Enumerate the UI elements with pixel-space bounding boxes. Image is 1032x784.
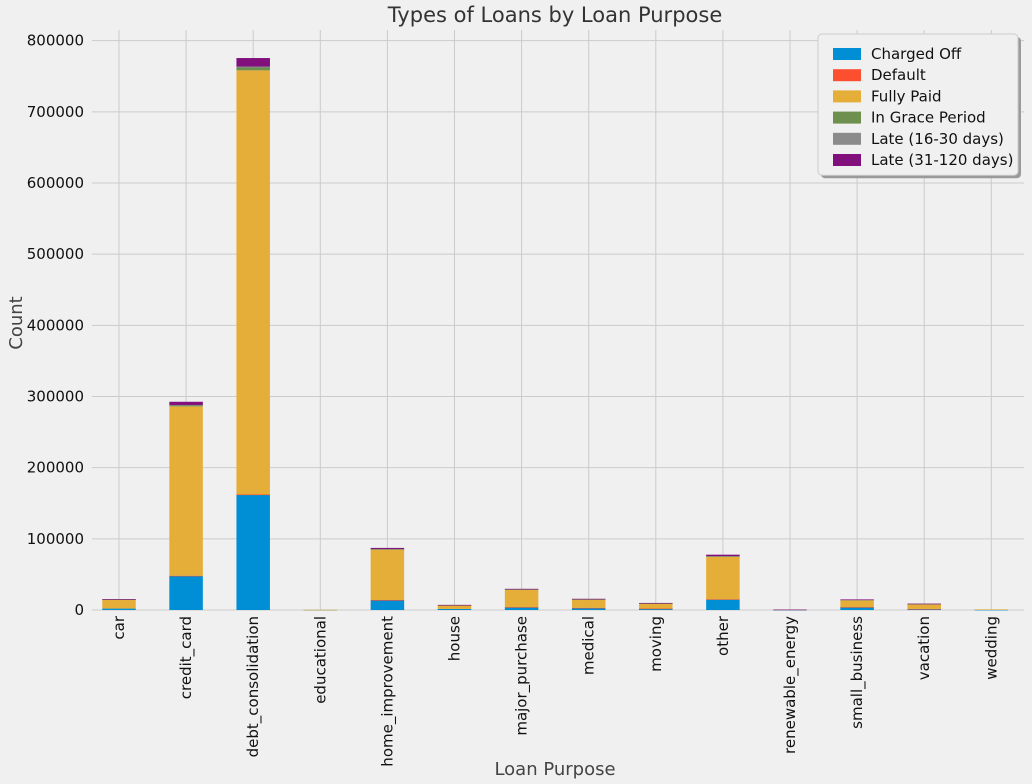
bar-debt_consolidation-series-0: [236, 494, 270, 610]
y-tick-label-5: 500000: [27, 245, 84, 263]
x-tick-labels: car credit_card debt_consolidation educatio…: [110, 615, 1000, 767]
x-tick-label-debt_consolidation: debt_consolidation: [244, 616, 263, 757]
x-axis-label: Loan Purpose: [494, 759, 615, 780]
bar-other-series-0: [706, 599, 740, 610]
bar-renewable_energy-series-5: [773, 609, 807, 611]
legend-label-4: Late (16-30 days): [871, 130, 1004, 148]
x-tick-label-renewable_energy: renewable_energy: [781, 616, 800, 754]
bar-medical-series-0: [571, 607, 606, 610]
bar-small_business-series-5: [840, 599, 874, 601]
x-tick-label-wedding: wedding: [982, 616, 1000, 680]
bar-wedding-series-2: [974, 609, 1009, 610]
legend-swatch-0: [833, 48, 861, 60]
x-tick-label-medical: medical: [580, 616, 598, 675]
bar-house-series-5: [437, 604, 472, 606]
bar-vacation-series-1: [907, 608, 941, 610]
bar-vacation-series-2: [907, 603, 941, 609]
y-tick-label-7: 700000: [27, 103, 84, 121]
chart-title: Types of Loans by Loan Purpose: [387, 3, 722, 27]
bar-car-series-2: [102, 599, 136, 609]
bar-debt_consolidation-series-3: [236, 67, 270, 71]
bar-major_purchase-series-2: [504, 589, 539, 608]
y-tick-labels: 0 100000 200000 300000 400000 500000 600000 700…: [27, 32, 84, 619]
bar-major_purchase-series-5: [504, 588, 539, 590]
bar-home_improvement-series-1: [370, 600, 405, 601]
x-tick-label-moving: moving: [647, 616, 665, 672]
bar-small_business-series-2: [840, 600, 874, 608]
x-tick-label-vacation: vacation: [915, 616, 933, 680]
bar-small_business-series-1: [840, 607, 874, 608]
bar-small_business-series-4: [840, 599, 874, 601]
bar-debt_consolidation-series-4: [236, 66, 270, 68]
legend-swatch-2: [833, 90, 861, 103]
legend-box: [817, 33, 1019, 176]
legend-label-3: In Grace Period: [871, 109, 986, 127]
legend-swatch-5: [833, 154, 861, 166]
bar-debt_consolidation-series-2: [236, 70, 270, 495]
bar-debt_consolidation-series-5: [236, 58, 270, 67]
legend-swatch-1: [833, 69, 861, 82]
bar-medical-series-4: [571, 599, 606, 600]
bar-credit_card-series-3: [169, 405, 203, 407]
bar-medical-series-1: [571, 607, 606, 609]
y-tick-label-2: 200000: [27, 459, 84, 477]
bar-major_purchase-series-4: [504, 589, 539, 590]
bar-moving-series-0: [639, 608, 673, 610]
x-tick-label-other: other: [714, 615, 732, 656]
x-tick-label-car: car: [110, 615, 128, 639]
bar-moving-series-1: [639, 608, 673, 610]
bar-home_improvement-series-4: [370, 548, 405, 550]
bar-credit_card-series-0: [169, 575, 203, 610]
bars: [102, 58, 1009, 611]
bar-small_business-series-0: [840, 607, 874, 610]
bar-credit_card-series-1: [169, 575, 203, 577]
bar-house-series-2: [437, 605, 472, 609]
legend-swatch-4: [833, 132, 861, 145]
bar-credit_card-series-4: [169, 404, 203, 406]
bar-car-series-0: [102, 608, 136, 610]
x-tick-label-house: house: [446, 616, 464, 661]
x-tick-label-small_business: small_business: [848, 616, 867, 729]
bar-vacation-series-5: [907, 603, 941, 605]
bar-car-series-5: [102, 599, 136, 600]
bar-major_purchase-series-0: [504, 607, 539, 610]
bar-moving-series-2: [639, 603, 673, 609]
y-tick-label-0: 0: [74, 601, 84, 619]
bar-educational-series-2: [303, 609, 338, 611]
y-tick-label-8: 800000: [27, 32, 84, 50]
x-tick-label-credit_card: credit_card: [177, 616, 196, 699]
bar-medical-series-5: [571, 598, 606, 600]
y-tick-label-1: 100000: [27, 530, 84, 548]
legend-label-1: Default: [871, 66, 926, 84]
legend-label-0: Charged Off: [871, 45, 962, 63]
bar-debt_consolidation-series-1: [236, 494, 270, 496]
y-tick-label-6: 600000: [27, 174, 84, 192]
bar-home_improvement-series-5: [370, 547, 405, 549]
bar-major_purchase-series-1: [504, 607, 539, 608]
bar-other-series-4: [706, 556, 740, 557]
bar-house-series-0: [437, 608, 472, 610]
bar-renewable_energy-series-0: [773, 609, 807, 611]
bar-wedding-series-0: [974, 609, 1009, 611]
bar-other-series-2: [706, 556, 740, 600]
legend-label-5: Late (31-120 days): [871, 151, 1013, 169]
bar-moving-series-5: [639, 602, 673, 604]
bar-other-series-1: [706, 599, 740, 600]
x-tick-label-educational: educational: [311, 616, 329, 704]
legend-swatch-3: [833, 111, 861, 124]
bar-home_improvement-series-0: [370, 600, 405, 610]
legend: Charged Off Default Fully Paid In Grace Per…: [817, 33, 1021, 179]
bar-medical-series-2: [571, 599, 606, 608]
bar-home_improvement-series-2: [370, 549, 405, 601]
y-tick-label-3: 300000: [27, 388, 84, 406]
y-axis-label: Count: [6, 296, 27, 349]
x-tick-label-home_improvement: home_improvement: [378, 616, 397, 767]
bar-other-series-5: [706, 554, 740, 557]
x-tick-label-major_purchase: major_purchase: [513, 616, 532, 736]
legend-label-2: Fully Paid: [871, 87, 942, 105]
bar-credit_card-series-5: [169, 401, 203, 405]
y-tick-label-4: 400000: [27, 316, 84, 334]
bar-credit_card-series-2: [169, 406, 203, 576]
